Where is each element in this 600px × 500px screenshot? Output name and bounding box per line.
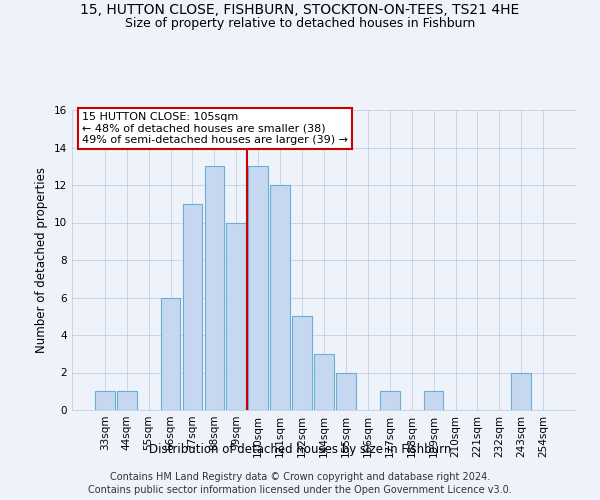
Bar [424,391,443,410]
Bar [95,391,115,410]
Bar [380,391,400,410]
Bar [314,354,334,410]
Bar [248,166,268,410]
Bar [182,204,202,410]
Text: Contains HM Land Registry data © Crown copyright and database right 2024.: Contains HM Land Registry data © Crown c… [110,472,490,482]
Text: 15, HUTTON CLOSE, FISHBURN, STOCKTON-ON-TEES, TS21 4HE: 15, HUTTON CLOSE, FISHBURN, STOCKTON-ON-… [80,2,520,16]
Text: Distribution of detached houses by size in Fishburn: Distribution of detached houses by size … [149,442,451,456]
Bar [205,166,224,410]
Bar [270,185,290,410]
Bar [511,372,531,410]
Bar [226,222,246,410]
Text: 15 HUTTON CLOSE: 105sqm
← 48% of detached houses are smaller (38)
49% of semi-de: 15 HUTTON CLOSE: 105sqm ← 48% of detache… [82,112,348,144]
Bar [161,298,181,410]
Bar [117,391,137,410]
Bar [336,372,356,410]
Y-axis label: Number of detached properties: Number of detached properties [35,167,49,353]
Text: Size of property relative to detached houses in Fishburn: Size of property relative to detached ho… [125,18,475,30]
Bar [292,316,312,410]
Text: Contains public sector information licensed under the Open Government Licence v3: Contains public sector information licen… [88,485,512,495]
